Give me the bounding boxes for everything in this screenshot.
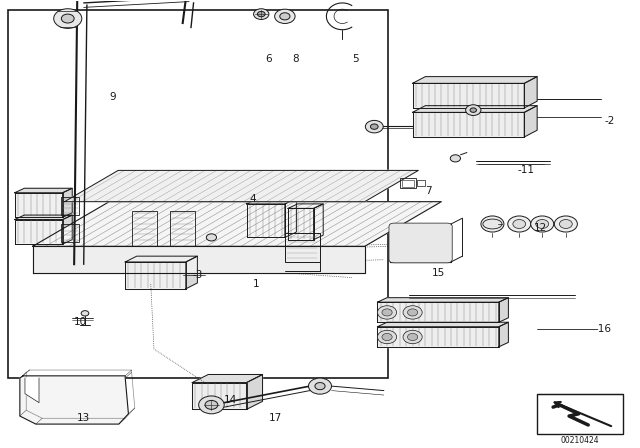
Bar bbox=[417, 180, 425, 186]
Polygon shape bbox=[413, 106, 537, 112]
Polygon shape bbox=[413, 77, 537, 83]
Circle shape bbox=[378, 306, 397, 319]
Text: -2: -2 bbox=[604, 116, 614, 126]
Polygon shape bbox=[20, 376, 129, 424]
Polygon shape bbox=[413, 112, 524, 137]
Polygon shape bbox=[33, 202, 442, 246]
Bar bbox=[132, 211, 157, 246]
Bar bbox=[61, 197, 79, 215]
Text: 15: 15 bbox=[431, 268, 445, 278]
Polygon shape bbox=[524, 77, 537, 108]
Circle shape bbox=[403, 306, 422, 319]
Polygon shape bbox=[186, 256, 197, 289]
Polygon shape bbox=[63, 188, 72, 217]
Polygon shape bbox=[25, 378, 39, 403]
Polygon shape bbox=[246, 375, 262, 409]
Text: -3: -3 bbox=[192, 270, 203, 280]
Text: 7: 7 bbox=[425, 185, 432, 195]
Polygon shape bbox=[192, 383, 246, 409]
Polygon shape bbox=[499, 322, 508, 347]
Text: 5: 5 bbox=[352, 54, 358, 64]
Circle shape bbox=[54, 9, 82, 28]
Polygon shape bbox=[413, 83, 524, 108]
Polygon shape bbox=[390, 224, 451, 262]
Circle shape bbox=[408, 333, 418, 340]
Circle shape bbox=[382, 333, 392, 340]
Circle shape bbox=[81, 310, 89, 316]
Circle shape bbox=[257, 11, 265, 17]
Circle shape bbox=[508, 216, 531, 232]
Bar bbox=[285, 233, 320, 262]
Text: 12: 12 bbox=[534, 224, 547, 233]
Circle shape bbox=[308, 378, 332, 394]
Text: 10: 10 bbox=[74, 317, 87, 327]
Polygon shape bbox=[288, 208, 314, 240]
Circle shape bbox=[61, 14, 74, 23]
Ellipse shape bbox=[483, 219, 502, 229]
Polygon shape bbox=[63, 215, 72, 244]
Polygon shape bbox=[125, 256, 197, 262]
Circle shape bbox=[253, 9, 269, 19]
Polygon shape bbox=[33, 246, 365, 273]
Polygon shape bbox=[499, 297, 508, 322]
Circle shape bbox=[315, 383, 325, 390]
Circle shape bbox=[470, 108, 476, 112]
Text: -11: -11 bbox=[518, 165, 535, 176]
Circle shape bbox=[378, 330, 397, 344]
Circle shape bbox=[198, 396, 224, 414]
Polygon shape bbox=[15, 215, 72, 220]
Polygon shape bbox=[378, 322, 508, 327]
Circle shape bbox=[205, 401, 218, 409]
Text: 1: 1 bbox=[253, 279, 260, 289]
Polygon shape bbox=[314, 204, 323, 240]
Bar bbox=[170, 211, 195, 246]
Polygon shape bbox=[378, 302, 499, 322]
Circle shape bbox=[206, 234, 216, 241]
Polygon shape bbox=[246, 204, 285, 237]
Bar bbox=[537, 394, 623, 434]
Bar bbox=[61, 224, 79, 242]
Text: 14: 14 bbox=[224, 396, 237, 405]
Circle shape bbox=[275, 9, 295, 23]
Polygon shape bbox=[65, 170, 419, 202]
Circle shape bbox=[451, 155, 461, 162]
Text: 4: 4 bbox=[250, 194, 257, 204]
Polygon shape bbox=[125, 262, 186, 289]
Text: 6: 6 bbox=[266, 54, 272, 64]
Text: 9: 9 bbox=[109, 92, 116, 102]
FancyBboxPatch shape bbox=[389, 223, 452, 263]
Text: 8: 8 bbox=[292, 54, 299, 64]
Polygon shape bbox=[378, 297, 508, 302]
Circle shape bbox=[365, 121, 383, 133]
Circle shape bbox=[408, 309, 418, 316]
Circle shape bbox=[280, 13, 290, 20]
Polygon shape bbox=[15, 193, 63, 217]
Bar bbox=[400, 178, 416, 188]
Circle shape bbox=[559, 220, 572, 228]
Polygon shape bbox=[288, 204, 323, 208]
Circle shape bbox=[531, 216, 554, 232]
Text: 00210424: 00210424 bbox=[561, 436, 600, 445]
Polygon shape bbox=[192, 375, 262, 383]
Circle shape bbox=[481, 216, 504, 232]
Polygon shape bbox=[15, 188, 72, 193]
Circle shape bbox=[382, 309, 392, 316]
Polygon shape bbox=[246, 198, 296, 204]
Text: -16: -16 bbox=[595, 324, 612, 334]
Circle shape bbox=[513, 220, 525, 228]
Polygon shape bbox=[524, 106, 537, 137]
Circle shape bbox=[403, 330, 422, 344]
Polygon shape bbox=[285, 198, 296, 237]
Polygon shape bbox=[378, 327, 499, 347]
Polygon shape bbox=[15, 220, 63, 244]
Circle shape bbox=[554, 216, 577, 232]
Bar bbox=[8, 9, 388, 378]
Bar bbox=[402, 180, 414, 187]
Text: 13: 13 bbox=[77, 413, 90, 423]
Circle shape bbox=[536, 220, 548, 228]
Text: 17: 17 bbox=[269, 413, 282, 423]
Circle shape bbox=[466, 105, 481, 116]
Circle shape bbox=[371, 124, 378, 129]
